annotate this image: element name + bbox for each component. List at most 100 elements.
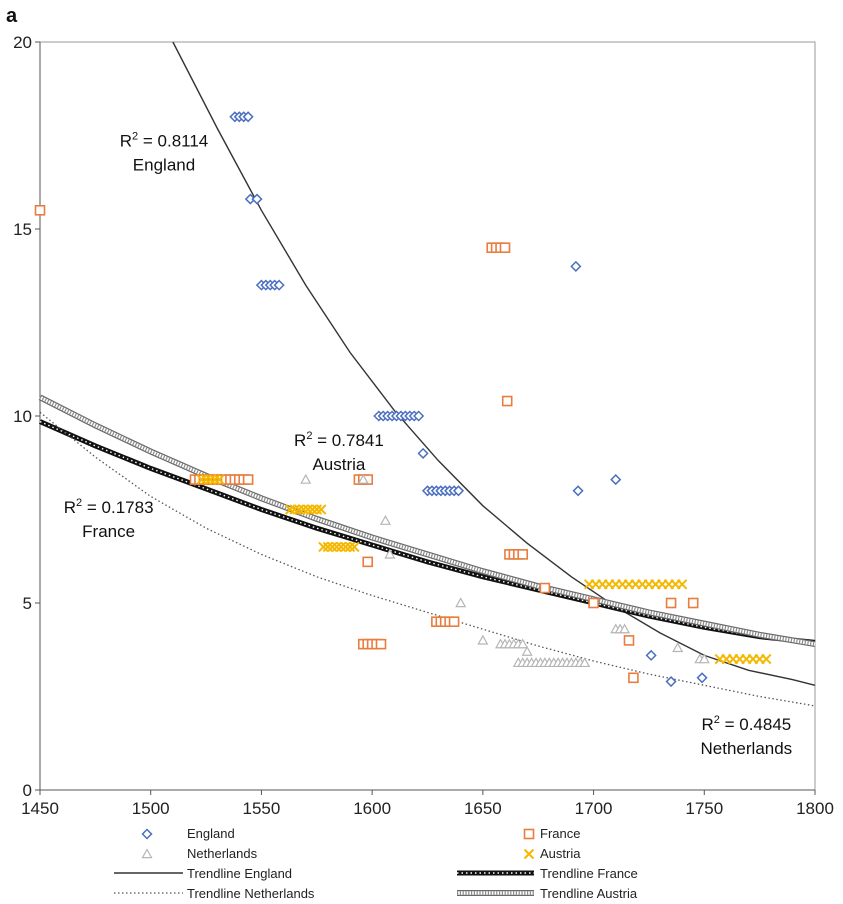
trendline-england: [172, 41, 816, 686]
legend-item-france: France: [523, 826, 580, 841]
france-point: [362, 556, 374, 568]
legend-label: Netherlands: [187, 846, 258, 861]
x-tick-label: 1800: [796, 799, 834, 818]
france-point: [375, 638, 387, 650]
legend-item-trendline-england: Trendline England: [114, 866, 292, 881]
france-point: [623, 635, 635, 646]
france-point: [539, 582, 551, 594]
series-england: [229, 111, 708, 688]
legend-item-trendline-austria: Trendline Austria: [457, 886, 638, 901]
annotation-austria: R2 = 0.7841 Austria: [294, 430, 384, 474]
x-tick-label: 1700: [575, 799, 613, 818]
data-points: [34, 111, 772, 688]
austria-point-stroke-b: [761, 653, 772, 665]
netherlands-point: [357, 473, 369, 484]
austria-point-stroke-b: [316, 504, 327, 515]
annotation-series-name: France: [82, 522, 135, 541]
austria-point: [761, 653, 772, 665]
legend-item-austria: Austria: [523, 846, 581, 861]
legend-item-trendline-netherlands: Trendline Netherlands: [114, 886, 315, 901]
netherlands-point: [384, 548, 396, 559]
trendline-france-dots: [39, 420, 816, 643]
netherlands-point: [579, 657, 591, 668]
trendline-france: [38, 419, 816, 645]
austria-point: [335, 541, 347, 553]
france-point: [628, 672, 639, 684]
austria-point-stroke-b: [307, 504, 318, 515]
netherlands-point: [477, 634, 489, 645]
austria-point: [344, 541, 356, 553]
annotation-france: R2 = 0.1783 France: [64, 497, 154, 541]
y-tick-label: 10: [13, 407, 32, 426]
legend-label: Trendline France: [540, 866, 638, 881]
legend-symbol: [141, 848, 153, 859]
england-point: [413, 410, 425, 422]
england-point: [665, 675, 677, 688]
netherlands-point: [521, 645, 533, 656]
austria-point: [307, 504, 318, 515]
austria-point-stroke-b: [340, 541, 351, 553]
france-point: [687, 597, 699, 609]
legend-label: Trendline Netherlands: [187, 886, 315, 901]
austria-point: [200, 474, 212, 485]
france-point: [499, 242, 511, 253]
legend-item-england: England: [141, 826, 235, 841]
legend-symbol: [523, 848, 535, 860]
annotation-series-name: Austria: [312, 455, 365, 474]
trendline-austria-core: [39, 395, 816, 646]
legend-label: Trendline Austria: [540, 886, 638, 901]
x-tick-label: 1500: [132, 799, 170, 818]
austria-point: [349, 541, 360, 553]
panel-label: a: [6, 5, 18, 27]
r-squared-value: R2 = 0.4845: [701, 714, 791, 734]
axes: 1450 1500 1550 1600 1650 1700 1750 1800 0 5 10 15 20: [13, 33, 834, 818]
england-point: [610, 474, 622, 486]
legend-symbol: [523, 828, 535, 840]
austria-point-stroke-b: [311, 504, 322, 515]
series-austria: [196, 474, 772, 665]
austria-point-stroke-b: [205, 474, 216, 485]
legend-label: Trendline England: [187, 866, 292, 881]
legend-symbol-stroke-b: [523, 848, 535, 860]
x-tick-label: 1550: [243, 799, 281, 818]
netherlands-point: [672, 642, 684, 653]
france-point: [501, 395, 513, 407]
y-tick-label: 20: [13, 33, 32, 52]
austria-point: [196, 474, 207, 485]
netherlands-point: [619, 623, 631, 634]
england-point: [251, 193, 263, 205]
austria-point-stroke-b: [209, 474, 221, 485]
y-tick-label: 15: [13, 220, 32, 239]
austria-point: [205, 474, 216, 485]
austria-point-stroke-b: [349, 541, 360, 553]
trendline-austria-hatch: [39, 395, 816, 646]
annotation-netherlands: R2 = 0.4845 Netherlands: [701, 714, 793, 758]
austria-point: [289, 504, 300, 515]
x-tick-label: 1750: [685, 799, 723, 818]
legend-item-netherlands: Netherlands: [141, 846, 258, 861]
y-tick-label: 5: [23, 594, 32, 613]
france-point: [517, 549, 529, 560]
netherlands-point: [379, 514, 391, 525]
austria-point-stroke-b: [327, 541, 338, 553]
legend-item-trendline-france: Trendline France: [457, 866, 638, 881]
austria-point: [311, 504, 322, 515]
austria-point: [322, 541, 334, 553]
austria-point-stroke-b: [200, 474, 212, 485]
austria-point: [293, 504, 305, 515]
austria-point: [302, 504, 314, 515]
england-point: [645, 649, 657, 661]
austria-point-stroke-b: [196, 474, 207, 485]
austria-point-stroke-b: [322, 541, 334, 553]
austria-point-stroke-b: [676, 579, 688, 590]
france-point: [448, 616, 460, 628]
annotation-series-name: Netherlands: [701, 739, 793, 758]
netherlands-point: [300, 473, 312, 484]
england-point: [696, 672, 708, 684]
austria-point: [298, 504, 309, 515]
france-point: [242, 474, 254, 485]
england-point: [572, 485, 584, 497]
r-squared-value: R2 = 0.7841: [294, 430, 384, 450]
